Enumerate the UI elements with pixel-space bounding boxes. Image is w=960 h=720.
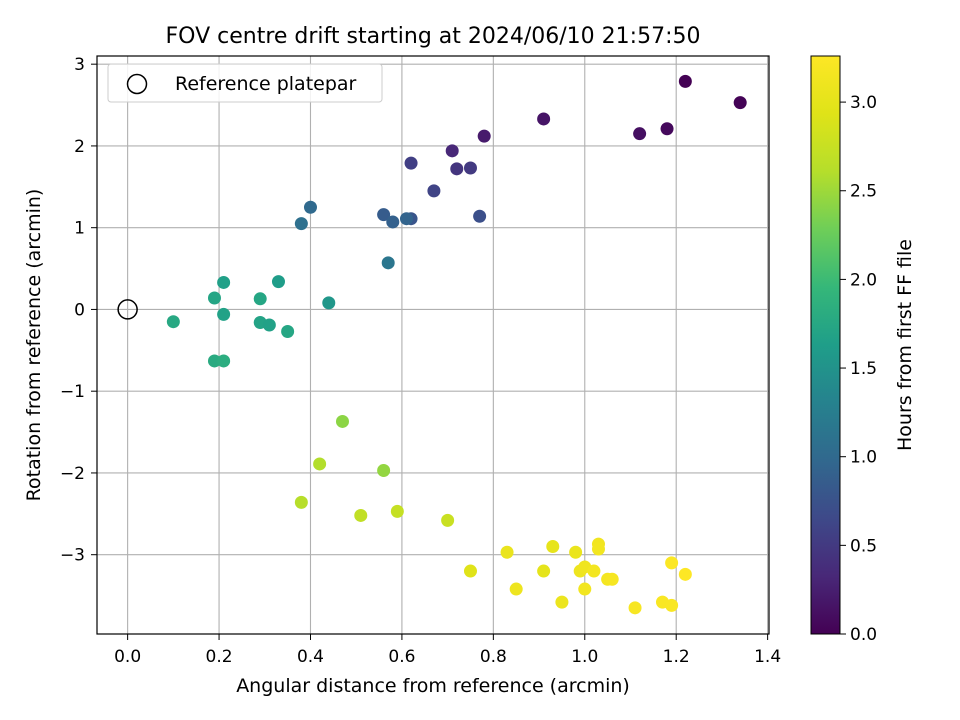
data-point	[678, 567, 692, 581]
data-point	[633, 127, 647, 141]
data-point	[294, 495, 308, 509]
data-point	[377, 208, 391, 222]
data-point	[628, 601, 642, 615]
data-point	[390, 504, 404, 518]
data-point	[427, 184, 441, 198]
y-axis-ticks: −3 −2 −1 0 1 2 3	[60, 55, 97, 566]
colorbar: 0.0 0.5 1.0 1.5 2.0 2.5 3.0 Hours from first F…	[810, 55, 916, 645]
data-point	[500, 545, 514, 559]
data-point	[678, 74, 692, 88]
legend-marker-open-circle	[126, 73, 148, 95]
y-tick-label: 2	[74, 137, 85, 157]
data-point	[207, 354, 221, 368]
x-axis-ticks: 0.0 0.2 0.4 0.6 0.8 1.0 1.2 1.4	[114, 634, 781, 667]
data-point	[463, 564, 477, 578]
y-axis-label: Rotation from reference (arcmin)	[23, 189, 45, 502]
data-point	[605, 572, 619, 586]
colorbar-tick-label: 1.0	[850, 448, 877, 468]
data-point	[271, 275, 285, 289]
data-point	[537, 112, 551, 126]
data-point	[281, 325, 295, 339]
x-tick-label: 0.6	[388, 647, 415, 667]
data-point	[207, 291, 221, 305]
data-point	[665, 598, 679, 612]
data-point	[665, 556, 679, 570]
colorbar-tick-label: 2.0	[850, 270, 877, 290]
legend-label: Reference platepar	[175, 73, 357, 95]
y-tick-label: 3	[74, 55, 85, 75]
y-tick-label: 1	[74, 219, 85, 239]
x-tick-label: 0.0	[114, 647, 141, 667]
data-point	[399, 212, 413, 226]
data-point	[313, 457, 327, 471]
x-tick-label: 1.4	[754, 647, 781, 667]
data-point	[303, 200, 317, 214]
data-point	[445, 144, 459, 158]
data-point	[217, 275, 231, 289]
data-point	[441, 513, 455, 527]
colorbar-tick-label: 0.0	[850, 625, 877, 645]
colorbar-tick-label: 0.5	[850, 536, 877, 556]
data-point	[217, 354, 231, 368]
plot-frame	[96, 55, 770, 635]
colorbar-label: Hours from first FF file	[894, 239, 916, 451]
colorbar-tick-label: 2.5	[850, 182, 877, 202]
colorbar-ticks: 0.0 0.5 1.0 1.5 2.0 2.5 3.0	[840, 93, 877, 645]
x-tick-label: 0.4	[297, 647, 324, 667]
data-point	[166, 315, 180, 329]
data-point	[262, 318, 276, 332]
data-point	[450, 162, 464, 176]
data-point	[587, 564, 601, 578]
data-point	[335, 414, 349, 428]
x-tick-label: 0.2	[206, 647, 233, 667]
reference-platepar-marker	[117, 299, 138, 320]
data-point	[294, 217, 308, 231]
colorbar-tick-label: 1.5	[850, 359, 877, 379]
data-point	[578, 582, 592, 596]
data-points	[117, 74, 747, 615]
data-point	[404, 156, 418, 170]
data-point	[253, 292, 267, 306]
data-point	[546, 540, 560, 554]
x-tick-label: 0.8	[480, 647, 507, 667]
colorbar-gradient	[810, 55, 841, 635]
data-point	[473, 209, 487, 223]
data-point	[322, 296, 336, 310]
x-axis-label: Angular distance from reference (arcmin)	[236, 675, 630, 697]
data-point	[537, 564, 551, 578]
legend: Reference platepar	[107, 63, 383, 103]
grid	[97, 56, 769, 634]
y-tick-label: −1	[60, 382, 85, 402]
data-point	[555, 595, 569, 609]
data-point	[509, 582, 523, 596]
y-tick-label: 0	[74, 300, 85, 320]
y-tick-label: −2	[60, 464, 85, 484]
x-tick-label: 1.0	[571, 647, 598, 667]
data-point	[386, 215, 400, 229]
data-point	[463, 161, 477, 175]
colorbar-tick-label: 3.0	[850, 93, 877, 113]
data-point	[354, 508, 368, 522]
x-tick-label: 1.2	[663, 647, 690, 667]
data-point	[733, 96, 747, 110]
data-point	[591, 542, 605, 556]
data-point	[381, 256, 395, 270]
data-point	[377, 463, 391, 477]
data-point	[477, 129, 491, 143]
data-point	[660, 122, 674, 136]
chart-title: FOV centre drift starting at 2024/06/10 …	[166, 24, 701, 49]
legend-box	[107, 63, 383, 103]
y-tick-label: −3	[60, 546, 85, 566]
data-point	[217, 307, 231, 321]
data-point	[569, 545, 583, 559]
